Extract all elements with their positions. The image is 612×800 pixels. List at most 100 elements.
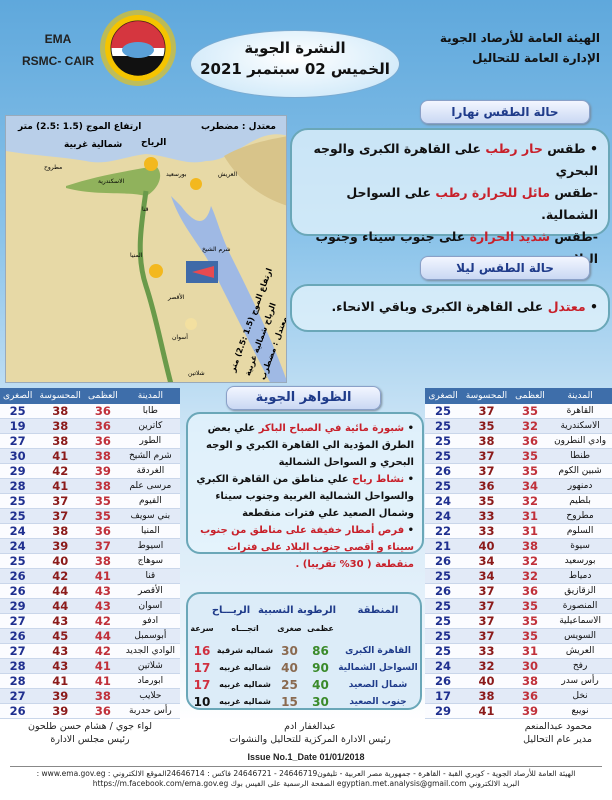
city-name: الغردقة bbox=[120, 463, 180, 480]
max-temp: 38 bbox=[511, 538, 549, 555]
issue-number: Issue No.1_Date 01/01/2018 bbox=[247, 752, 365, 762]
max-temp: 36 bbox=[85, 404, 121, 420]
table-row: ابورماد 41 41 28 bbox=[0, 673, 180, 690]
feels-like-temp: 39 bbox=[35, 538, 86, 555]
max-temp: 42 bbox=[85, 643, 121, 660]
table-row: الاسماعيلية 35 37 25 bbox=[425, 613, 612, 630]
bullet-item: -طقس مائل للحرارة رطب على السواحل الشمال… bbox=[302, 182, 598, 226]
sig-title: رئيس مجلس الادارة bbox=[50, 734, 130, 745]
signature-left: لواء جوي / هشام حسن طلحون رئيس مجلس الاد… bbox=[15, 720, 165, 746]
city-name: رأس حدربة bbox=[120, 703, 180, 720]
region: شمال الصعيد bbox=[348, 679, 408, 690]
feels-like-temp: 43 bbox=[35, 613, 86, 630]
signature-right: محمود عبدالمنعم مدير عام التحاليل bbox=[523, 720, 592, 746]
bullet-text: -طقس bbox=[550, 185, 598, 200]
map-city: العريش bbox=[218, 171, 238, 178]
bulletin-title: النشرة الجوية الخميس 02 سبتمبر 2021 bbox=[190, 30, 400, 98]
hum-min: 30 bbox=[281, 643, 298, 658]
feels-like-temp: 37 bbox=[35, 508, 86, 525]
table-row: المنيا 36 38 24 bbox=[0, 523, 180, 540]
table-row: حلايب 38 39 27 bbox=[0, 688, 180, 705]
footer-divider bbox=[10, 766, 602, 767]
table-row: الفيوم 35 37 25 bbox=[0, 493, 180, 510]
max-temp: 36 bbox=[511, 433, 549, 450]
table-row: أبوسمبل 44 45 26 bbox=[0, 628, 180, 645]
max-temp: 35 bbox=[511, 463, 549, 480]
date: الخميس 02 سبتمبر 2021 bbox=[200, 60, 390, 78]
min-temp: 30 bbox=[0, 448, 36, 465]
min-temp: 17 bbox=[425, 688, 462, 705]
footer-contact: البريد الالكتروني egyptian.met.analysis@… bbox=[92, 779, 520, 788]
map-city: المنيا bbox=[130, 252, 143, 259]
min-temp: 24 bbox=[0, 523, 36, 540]
wind-dir: شماليه غربيه bbox=[219, 697, 271, 706]
bullet-item: • فرص أمطار خفيفة على مناطق من جنوب سينا… bbox=[188, 522, 422, 573]
highlight-text: مائل للحرارة رطب bbox=[435, 185, 551, 200]
city-name: الاسكندرية bbox=[548, 418, 612, 435]
min-temp: 27 bbox=[0, 433, 36, 450]
bullet-text: علي مناطق من القاهرة الكبري والسواحل الش… bbox=[196, 474, 414, 519]
max-temp: 35 bbox=[511, 598, 549, 615]
city-name: السويس bbox=[548, 628, 612, 645]
max-temp: 35 bbox=[511, 628, 549, 645]
max-temp: 43 bbox=[85, 583, 121, 600]
min-temp: 27 bbox=[0, 613, 36, 630]
max-temp: 36 bbox=[511, 688, 549, 705]
med-wind-dir: شمالية غربية bbox=[64, 140, 123, 150]
day-weather-header: حالة الطقس نهارا bbox=[420, 100, 590, 124]
wind-row: القاهرة الكبرى 86 30 شماليه شرقية 16 bbox=[188, 642, 420, 659]
feels-like-temp: 43 bbox=[35, 643, 86, 660]
min-temp: 26 bbox=[425, 463, 462, 480]
table-row: كاترين 36 38 19 bbox=[0, 418, 180, 435]
ema-text: EMA bbox=[44, 32, 72, 46]
col-hum-min: صغرى bbox=[277, 624, 302, 633]
max-temp: 31 bbox=[511, 523, 549, 540]
bullet-text: على القاهرة الكبرى وباقي الانحاء. bbox=[331, 299, 548, 314]
feels-like-temp: 37 bbox=[461, 583, 512, 600]
city-name: طنطا bbox=[548, 448, 612, 465]
min-temp: 22 bbox=[425, 523, 462, 540]
max-temp: 44 bbox=[85, 628, 121, 645]
city-name: الوادي الجديد bbox=[120, 643, 180, 660]
table-row: شبين الكوم 35 37 26 bbox=[425, 463, 612, 480]
cities-table-left: المدينة العظمى المحسوسة الصغرى طابا 36 38 25 كات… bbox=[0, 388, 180, 720]
rsmc-text: RSMC- CAIR bbox=[22, 54, 94, 68]
sig-name: لواء جوي / هشام حسن طلحون bbox=[28, 721, 152, 732]
hum-max: 90 bbox=[312, 660, 329, 675]
max-temp: 32 bbox=[511, 418, 549, 435]
min-temp: 24 bbox=[425, 493, 462, 510]
table-row: الأقصر 43 44 26 bbox=[0, 583, 180, 600]
phenomena-box: • شبورة مائية في الصباح الباكر علي بعض ا… bbox=[186, 412, 424, 570]
min-temp: 24 bbox=[425, 508, 462, 525]
table-row: بورسعيد 32 34 26 bbox=[425, 553, 612, 570]
bullet-text: على السواحل الشمالية. bbox=[346, 185, 598, 222]
max-temp: 37 bbox=[85, 538, 121, 555]
table-row: شرم الشيخ 38 41 30 bbox=[0, 448, 180, 465]
feels-like-temp: 37 bbox=[461, 613, 512, 630]
col-max: العظمى bbox=[511, 388, 549, 404]
table-row: مرسى علم 38 41 28 bbox=[0, 478, 180, 495]
city-name: رأس سدر bbox=[548, 673, 612, 690]
min-temp: 28 bbox=[0, 658, 36, 675]
min-temp: 21 bbox=[425, 538, 462, 555]
table-row: الغردقة 39 42 29 bbox=[0, 463, 180, 480]
max-temp: 42 bbox=[85, 613, 121, 630]
wind-speed: 17 bbox=[193, 660, 211, 675]
min-temp: 25 bbox=[0, 404, 36, 420]
col-city: المدينة bbox=[548, 388, 612, 404]
table-row: ادفو 42 43 27 bbox=[0, 613, 180, 630]
feels-like-temp: 40 bbox=[461, 673, 512, 690]
highlight-text: شبورة مائية في الصباح الباكر bbox=[258, 423, 405, 434]
bullet-text: • bbox=[585, 299, 598, 314]
wind-row: السواحل الشمالية 90 40 شماليه غربيه 17 bbox=[188, 659, 420, 676]
max-temp: 31 bbox=[511, 508, 549, 525]
hum-max: 86 bbox=[312, 643, 329, 658]
city-name: قنا bbox=[120, 568, 180, 585]
bullet-item: • شبورة مائية في الصباح الباكر علي بعض ا… bbox=[188, 420, 422, 471]
feels-like-temp: 44 bbox=[35, 598, 86, 615]
min-temp: 26 bbox=[0, 703, 36, 720]
weather-map: معتدل : مضطرب ارتفاع الموج (1.5 :2.5) مت… bbox=[5, 115, 287, 383]
region: السواحل الشمالية bbox=[338, 662, 418, 673]
city-name: شرم الشيخ bbox=[120, 448, 180, 465]
table-row: العريش 31 33 25 bbox=[425, 643, 612, 660]
